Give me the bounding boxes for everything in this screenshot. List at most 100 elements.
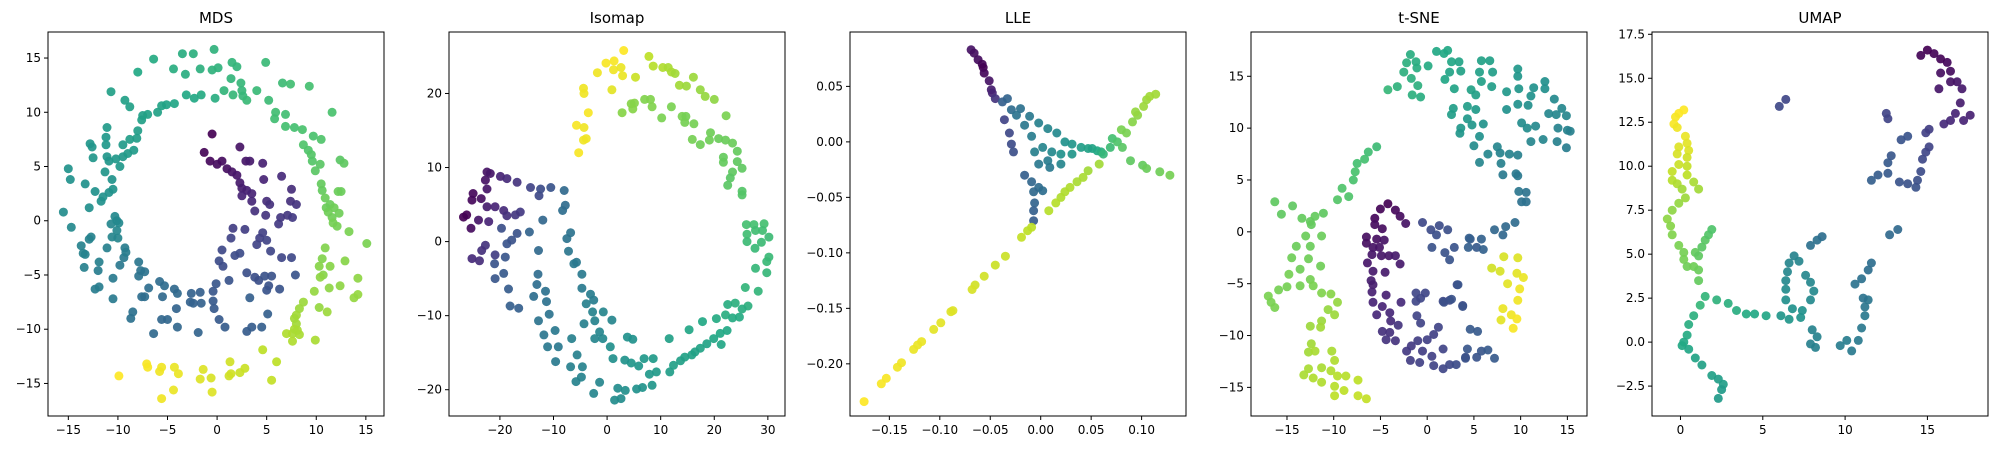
data-point bbox=[169, 99, 179, 109]
data-point bbox=[1490, 353, 1499, 363]
data-point bbox=[1375, 242, 1384, 252]
data-point bbox=[149, 329, 159, 339]
data-point bbox=[715, 328, 725, 338]
data-point bbox=[232, 62, 242, 72]
data-point bbox=[90, 284, 100, 294]
data-point bbox=[252, 240, 262, 250]
data-point bbox=[169, 64, 178, 74]
data-point bbox=[721, 111, 731, 121]
data-point bbox=[1339, 386, 1349, 395]
data-point bbox=[258, 158, 268, 168]
y-tick-label: 7.5 bbox=[1626, 203, 1645, 217]
data-point bbox=[533, 269, 543, 279]
data-point bbox=[1017, 232, 1026, 242]
data-point bbox=[583, 108, 593, 118]
data-point bbox=[188, 298, 198, 308]
axes-frame bbox=[47, 31, 385, 417]
data-point bbox=[669, 360, 678, 370]
data-point bbox=[620, 355, 630, 365]
y-tick-label: −2.5 bbox=[1616, 379, 1645, 393]
data-point bbox=[632, 384, 642, 394]
data-point bbox=[1464, 233, 1474, 243]
subplot-lle: LLE −0.15 −0.10 −0.05 0.00 0.05 0.10 −0.20 −0.15… bbox=[806, 9, 1187, 437]
data-point bbox=[718, 157, 728, 167]
data-point bbox=[1916, 50, 1926, 60]
y-tick-label: 0.0 bbox=[1626, 335, 1645, 349]
x-tick-label: 0 bbox=[213, 423, 221, 437]
data-point bbox=[349, 293, 359, 303]
data-point bbox=[1684, 320, 1694, 329]
data-point bbox=[1128, 117, 1137, 127]
data-point bbox=[80, 179, 90, 189]
subplot-isomap: Isomap −20 −10 0 10 20 30 −20 −10 0 10 20 bbox=[417, 9, 786, 437]
data-point bbox=[210, 93, 220, 103]
data-point bbox=[1934, 84, 1944, 94]
data-point bbox=[1682, 170, 1692, 180]
data-point bbox=[1886, 151, 1896, 161]
y-tick-label: −10 bbox=[16, 322, 41, 336]
data-point bbox=[213, 63, 223, 73]
y-tick-label: 0 bbox=[1236, 225, 1244, 239]
data-point bbox=[1475, 131, 1484, 141]
data-point bbox=[310, 166, 320, 176]
data-point bbox=[1370, 220, 1380, 230]
scatter-points bbox=[459, 46, 774, 405]
data-point bbox=[1496, 315, 1506, 325]
data-point bbox=[86, 232, 96, 242]
data-point bbox=[171, 304, 181, 314]
x-tick-label: 5 bbox=[263, 423, 271, 437]
data-point bbox=[208, 286, 218, 296]
scatter-points bbox=[1662, 45, 1975, 403]
data-point bbox=[66, 222, 76, 232]
data-point bbox=[1475, 67, 1484, 77]
data-point bbox=[1478, 245, 1488, 254]
y-tick-label: 0.05 bbox=[816, 79, 843, 93]
data-point bbox=[1372, 234, 1382, 244]
data-point bbox=[1553, 123, 1563, 133]
data-point bbox=[120, 95, 130, 105]
data-point bbox=[1476, 234, 1486, 244]
data-point bbox=[1732, 306, 1741, 315]
data-point bbox=[1051, 198, 1061, 208]
data-point bbox=[534, 316, 543, 326]
data-point bbox=[1924, 142, 1934, 152]
data-point bbox=[220, 322, 230, 332]
data-point bbox=[1350, 167, 1360, 177]
data-point bbox=[734, 312, 744, 322]
data-point bbox=[1697, 360, 1707, 370]
x-tick-label: 30 bbox=[760, 423, 775, 437]
data-point bbox=[616, 394, 626, 404]
data-point bbox=[1667, 167, 1677, 176]
x-tick-label: 0.00 bbox=[1027, 423, 1054, 437]
data-point bbox=[1447, 57, 1456, 67]
data-point bbox=[219, 86, 229, 96]
data-point bbox=[277, 171, 287, 181]
data-point bbox=[758, 226, 767, 235]
data-point bbox=[1034, 118, 1044, 128]
data-point bbox=[1380, 267, 1390, 277]
data-point bbox=[324, 283, 334, 293]
data-point bbox=[1372, 310, 1382, 320]
data-point bbox=[1913, 175, 1922, 185]
data-point bbox=[1045, 162, 1055, 172]
x-tick-label: −10 bbox=[105, 423, 130, 437]
data-point bbox=[217, 156, 227, 166]
y-tick-label: 0 bbox=[434, 235, 442, 249]
data-point bbox=[648, 61, 658, 71]
data-point bbox=[1317, 377, 1327, 387]
data-point bbox=[90, 187, 100, 196]
data-point bbox=[297, 125, 307, 135]
data-point bbox=[990, 260, 1000, 270]
data-point bbox=[566, 362, 576, 372]
data-point bbox=[592, 68, 602, 78]
data-point bbox=[195, 374, 205, 384]
data-point bbox=[84, 203, 94, 213]
data-point bbox=[1407, 90, 1417, 100]
data-point bbox=[155, 367, 165, 376]
data-point bbox=[1012, 110, 1021, 120]
subplot-title: t-SNE bbox=[1398, 9, 1440, 27]
data-point bbox=[327, 107, 337, 117]
data-point bbox=[490, 259, 500, 269]
data-point bbox=[480, 175, 490, 185]
data-point bbox=[590, 334, 600, 344]
